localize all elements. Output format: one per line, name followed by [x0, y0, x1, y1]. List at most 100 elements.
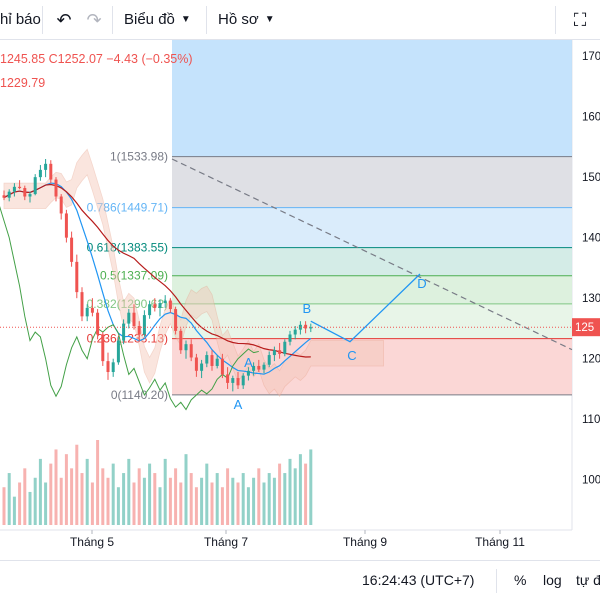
volume-bar	[70, 468, 74, 525]
candle-body	[262, 364, 266, 370]
volume-bar	[132, 482, 136, 525]
lagging-span-line	[0, 205, 259, 411]
fullscreen-icon[interactable]: ⛶	[573, 10, 587, 30]
y-tick-label: 1400	[582, 233, 600, 245]
candle-body	[267, 355, 271, 365]
fib-level-label: 1(1533.98)	[110, 150, 168, 164]
fib-zone	[172, 156, 572, 208]
volume-bar	[215, 473, 219, 525]
volume-bar	[241, 473, 245, 525]
volume-bar	[49, 463, 53, 525]
candle-body	[288, 334, 292, 342]
candle-body	[106, 361, 110, 373]
indicator-readout: 1229.79	[0, 76, 46, 90]
candle-body	[168, 300, 172, 310]
candle-body	[132, 312, 136, 327]
volume-bar	[44, 482, 48, 525]
volume-bar	[122, 473, 126, 525]
profile-label: Hồ sơ	[218, 11, 259, 28]
candle-body	[184, 344, 188, 351]
candle-body	[148, 304, 152, 316]
clock-readout: 16:24:43 (UTC+7)	[362, 572, 475, 588]
candle-body	[111, 362, 115, 373]
volume-bar	[252, 477, 256, 525]
fib-zone	[172, 338, 572, 395]
indicators-button[interactable]: hỉ báo	[0, 11, 41, 28]
candle-body	[231, 378, 235, 383]
volume-bar	[184, 454, 188, 525]
candle-body	[205, 355, 209, 364]
volume-bar	[220, 487, 224, 525]
volume-bar	[64, 454, 68, 525]
candle-body	[215, 358, 219, 366]
volume-bar	[106, 477, 110, 525]
ohlc-readout: 1245.85 C1252.07 −4.43 (−0.35%)	[0, 52, 193, 66]
fib-level-label: 0.786(1449.71)	[87, 201, 168, 215]
top-toolbar: hỉ báo ↶ ↷ Biểu đồ ▼ Hồ sơ ▼ ⛶	[0, 0, 600, 40]
candle-body	[174, 309, 178, 331]
candle-body	[163, 300, 167, 304]
abcd-pattern-line	[310, 273, 421, 343]
price-chart[interactable]: 1(1533.98) 0.786(1449.71) 0.618(1383.55) 0.…	[0, 40, 600, 560]
candle-body	[96, 312, 100, 335]
volume-bar	[283, 473, 287, 525]
pattern-point-label: A	[244, 355, 253, 370]
candle-body	[272, 350, 276, 356]
profile-button[interactable]: Hồ sơ ▼	[218, 11, 275, 28]
y-tick-label: 1600	[582, 112, 600, 124]
candle-body	[304, 324, 308, 329]
candle-body	[85, 307, 89, 317]
volume-bar	[111, 463, 115, 525]
volume-bar	[7, 473, 11, 525]
chart-type-button[interactable]: Biểu đồ ▼	[124, 11, 191, 28]
volume-bar	[158, 487, 162, 525]
fib-extension-zone	[172, 40, 572, 157]
percent-scale-toggle[interactable]: %	[514, 572, 527, 588]
ichimoku-cloud	[3, 148, 384, 397]
volume-bar	[267, 473, 271, 525]
volume-bar	[2, 487, 6, 525]
x-tick-label: Tháng 5	[70, 535, 114, 549]
pattern-point-label: C	[347, 348, 356, 363]
volume-bar	[116, 487, 120, 525]
candle-body	[12, 186, 16, 192]
auto-scale-toggle[interactable]: tự đ	[576, 572, 600, 588]
volume-bar	[96, 440, 100, 525]
price-axis[interactable]	[572, 40, 600, 530]
candle-body	[70, 237, 74, 262]
chevron-down-icon: ▼	[180, 14, 191, 25]
chart-legend: 1245.85 C1252.07 −4.43 (−0.35%) 1229.79	[0, 52, 193, 90]
volume-bar	[90, 482, 94, 525]
volume-bar	[80, 473, 84, 525]
volume-bar	[174, 468, 178, 525]
candle-body	[158, 303, 162, 308]
log-scale-toggle[interactable]: log	[543, 572, 562, 588]
candle-body	[127, 312, 131, 324]
y-tick-label: 1300	[582, 293, 600, 305]
volume-bar	[262, 482, 266, 525]
redo-icon[interactable]: ↷	[86, 10, 102, 30]
x-tick-label: Tháng 11	[475, 535, 525, 549]
candle-body	[283, 341, 287, 354]
volume-bar	[101, 468, 105, 525]
candle-body	[179, 330, 183, 351]
y-tick-label: 1100	[582, 414, 600, 426]
candle-body	[54, 179, 58, 197]
candle-body	[252, 365, 256, 371]
candle-body	[49, 163, 53, 180]
candle-body	[7, 191, 11, 198]
chart-type-label: Biểu đồ	[124, 11, 175, 28]
bottom-status-bar: 16:24:43 (UTC+7) % log tự đ	[0, 560, 600, 600]
candle-body	[241, 375, 245, 386]
candle-body	[33, 177, 37, 195]
candle-body	[122, 323, 126, 341]
candle-body	[200, 363, 204, 371]
volume-bar	[309, 449, 313, 525]
candle-body	[116, 340, 120, 363]
undo-icon[interactable]: ↶	[56, 10, 72, 30]
volume-bar	[236, 482, 240, 525]
candle-body	[38, 169, 42, 178]
candle-body	[137, 326, 141, 335]
volume-bar	[127, 458, 131, 525]
volume-bar	[288, 458, 292, 525]
